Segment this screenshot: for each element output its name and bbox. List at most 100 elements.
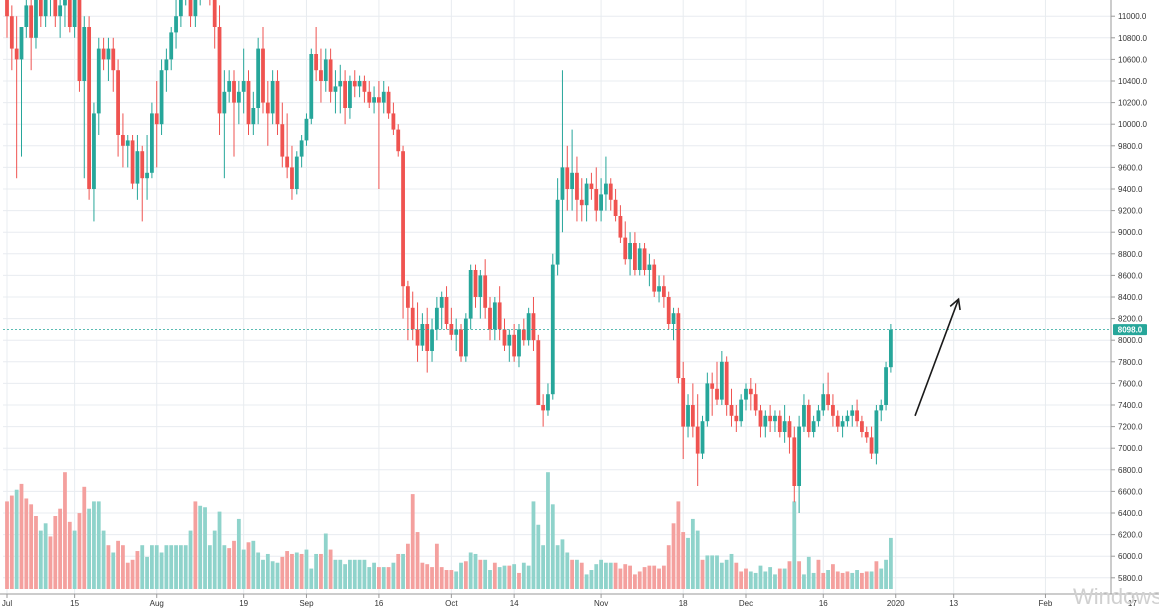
candle (319, 48, 323, 103)
candle (270, 70, 275, 125)
price-tick-label: 6000.0 (1118, 552, 1143, 561)
candle-body (130, 140, 135, 184)
candle (34, 0, 38, 49)
candle-body (758, 410, 763, 427)
candle (488, 297, 492, 341)
volume-bar (570, 559, 575, 589)
candle (280, 102, 285, 168)
candle-body (280, 124, 285, 157)
volume-bar (575, 559, 579, 589)
volume-bar (768, 567, 773, 589)
candle-body (734, 415, 739, 422)
candle (555, 178, 560, 276)
candle (304, 113, 309, 146)
candle (661, 275, 666, 308)
volume-bar (686, 537, 690, 589)
candle-body (92, 113, 96, 189)
candle-body (695, 426, 700, 454)
candle (154, 81, 159, 168)
candle-body (560, 167, 565, 200)
candle-body (826, 394, 830, 405)
time-tick-label: 19 (239, 599, 248, 608)
candle-body (657, 286, 661, 292)
candle (570, 129, 575, 211)
volume-bar (111, 552, 116, 589)
candle (502, 318, 507, 351)
volume-bar (526, 565, 531, 589)
candle-body (690, 405, 695, 427)
volume-bar (9, 495, 14, 589)
candle-body (299, 140, 304, 157)
candle (343, 70, 347, 125)
candle-body (473, 270, 478, 297)
volume-bar (309, 568, 314, 589)
candle-body (140, 151, 145, 179)
candle (125, 135, 130, 168)
candle-body (164, 59, 169, 71)
volume-bar (657, 568, 661, 589)
candle (623, 221, 628, 265)
volume-bar (125, 562, 130, 589)
volume-bar (381, 567, 386, 589)
volume-bar (444, 570, 449, 589)
time-tick-label: Feb (1039, 599, 1053, 608)
candle (367, 81, 372, 108)
candle-body (724, 361, 729, 405)
candle-body (565, 167, 570, 189)
candle (256, 37, 261, 125)
candle-body (604, 183, 608, 195)
volume-bars (5, 472, 893, 589)
candle-body (396, 129, 401, 152)
volume-bar (826, 570, 830, 589)
volume-bar (203, 507, 207, 589)
volume-bar (256, 552, 261, 589)
candle-body (671, 313, 676, 324)
candle (135, 135, 140, 200)
candle (9, 5, 14, 71)
candle-body (661, 286, 666, 297)
time-axis[interactable]: Jul 15 Aug 19 Sep 16 Oct 14 Nov 18 Dec 16 2020 13 Feb 1… (2, 594, 1138, 608)
price-tick-label: 9600.0 (1118, 163, 1143, 172)
candle-body (246, 81, 251, 125)
candle-body (227, 81, 232, 92)
candle-body (121, 135, 125, 146)
price-tick-label: 10000.0 (1118, 120, 1147, 129)
price-tick-label: 10200.0 (1118, 99, 1147, 108)
candle (444, 286, 449, 330)
candle-body (377, 97, 381, 103)
candle (579, 178, 584, 222)
candle (265, 81, 270, 146)
candle-body (222, 91, 227, 114)
price-tick-label: 9000.0 (1118, 228, 1143, 237)
volume-bar (831, 564, 835, 589)
candle-body (768, 415, 773, 422)
price-tick-label: 6400.0 (1118, 509, 1143, 518)
volume-bar (72, 530, 77, 589)
candle (396, 124, 401, 157)
candle-body (536, 340, 541, 405)
volume-bar (647, 565, 652, 589)
volume-bar (845, 571, 850, 589)
volume-bar (473, 553, 478, 589)
candle (290, 145, 294, 200)
volume-bar (802, 574, 806, 589)
price-axis[interactable]: 11000.0 10800.0 10600.0 10400.0 10200.0 10000… (1111, 12, 1147, 583)
candle (768, 405, 773, 432)
candle-body (488, 307, 492, 330)
candle-body (169, 32, 174, 60)
volume-bar (449, 570, 454, 589)
candle-body (507, 334, 512, 346)
candle-body (58, 5, 63, 17)
volume-bar (705, 555, 710, 589)
price-tick-label: 9400.0 (1118, 185, 1143, 194)
volume-bar (782, 568, 787, 589)
price-tick-label: 7600.0 (1118, 379, 1143, 388)
candle-body (405, 286, 410, 308)
candle-body (840, 421, 845, 427)
time-tick-label: Aug (150, 599, 164, 608)
candle-body (459, 329, 463, 357)
candle (222, 70, 227, 179)
candle-body (125, 140, 130, 146)
